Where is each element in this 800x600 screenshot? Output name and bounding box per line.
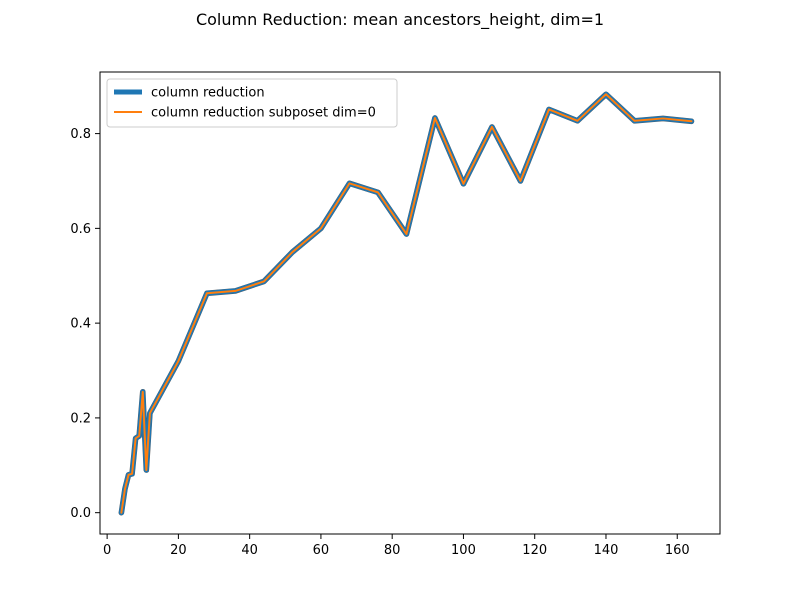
- x-tick-label: 120: [522, 543, 547, 558]
- x-tick-label: 100: [451, 543, 476, 558]
- plot-area: [100, 72, 720, 534]
- y-tick-label: 0.6: [70, 222, 91, 237]
- series-layer: [118, 91, 695, 516]
- x-tick-label: 40: [241, 543, 258, 558]
- series-line-1: [120, 93, 693, 514]
- axes-layer: 0 20 40 60 80 100 120 140 160 0.0 0.2 0.4 0.6 0.8: [70, 71, 721, 558]
- legend-box: [106, 78, 398, 128]
- x-tick-label: 80: [384, 543, 401, 558]
- x-tick-label: 60: [313, 543, 330, 558]
- y-tick-label: 0.8: [70, 127, 91, 142]
- axes-frame: [99, 71, 721, 535]
- legend-label-0: column reduction: [151, 86, 265, 101]
- chart-title: Column Reduction: mean ancestors_height,…: [196, 10, 604, 30]
- legend-label-1: column reduction subposet dim=0: [151, 106, 376, 121]
- y-tick-label: 0.2: [70, 411, 91, 426]
- y-tick-label: 0.4: [70, 317, 91, 332]
- x-tick-label: 140: [594, 543, 619, 558]
- legend: column reduction column reduction subpose…: [106, 78, 398, 128]
- x-tick-label: 160: [665, 543, 690, 558]
- y-tick-label: 0.0: [70, 506, 91, 521]
- x-tick-label: 0: [103, 543, 111, 558]
- x-tick-label: 20: [170, 543, 187, 558]
